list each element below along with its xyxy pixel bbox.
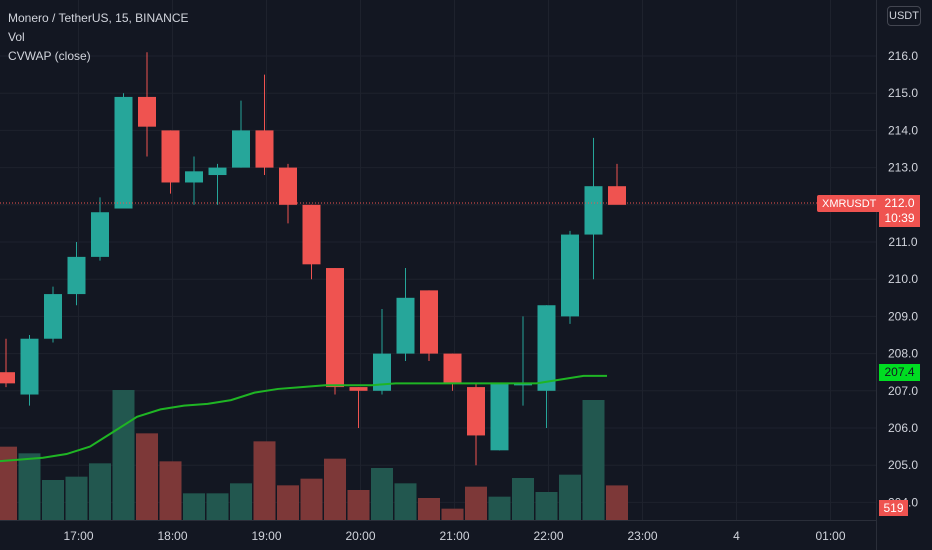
- volume-indicator-label[interactable]: Vol: [8, 30, 25, 44]
- volume-bar: [277, 485, 299, 520]
- candle-body: [326, 268, 344, 388]
- time-tick-label: 21:00: [439, 529, 469, 543]
- candle-body: [373, 353, 391, 391]
- volume-bar: [441, 508, 464, 520]
- volume-bar: [324, 458, 346, 520]
- time-tick-label: 23:00: [627, 529, 657, 543]
- candle-body: [0, 372, 15, 384]
- volume-bar: [488, 496, 511, 520]
- candle-body: [44, 294, 62, 339]
- candlesticks: [0, 52, 626, 466]
- time-tick-label: 20:00: [345, 529, 375, 543]
- price-tick-label: 206.0: [888, 421, 918, 435]
- volume-bar: [159, 461, 182, 520]
- candle-body: [67, 256, 86, 295]
- candle-body: [185, 171, 203, 183]
- last-price-value: 212.0: [884, 196, 915, 210]
- volume-bar: [418, 498, 440, 520]
- time-tick-label: 17:00: [63, 529, 93, 543]
- time-tick-label: 19:00: [251, 529, 281, 543]
- price-tick-label: 205.0: [888, 458, 918, 472]
- price-tick-label: 209.0: [888, 309, 918, 323]
- last-price-label: 212.0 10:39: [879, 195, 920, 227]
- candle-body: [114, 96, 133, 209]
- currency-button[interactable]: USDT: [887, 6, 921, 26]
- price-axis[interactable]: 204.0205.0206.0207.0208.0209.0210.0211.0…: [888, 49, 918, 509]
- time-tick-label: 18:00: [157, 529, 187, 543]
- time-axis[interactable]: 17:00 18:00 19:00 20:00 21:00 22:00 23:00 4 01:0…: [63, 529, 845, 543]
- volume-bar: [512, 478, 534, 520]
- candle-body: [467, 387, 485, 436]
- volume-value-label: 519: [879, 500, 908, 516]
- candle-body: [608, 186, 626, 205]
- price-tick-label: 213.0: [888, 161, 918, 175]
- time-tick-label: 01:00: [815, 529, 845, 543]
- volume-bar: [300, 478, 323, 520]
- volume-bar: [465, 486, 487, 520]
- volume-bar: [371, 468, 393, 520]
- candle-body: [161, 130, 180, 183]
- candle-body: [396, 297, 415, 354]
- countdown-timer: 10:39: [884, 211, 915, 225]
- price-tick-label: 208.0: [888, 347, 918, 361]
- volume-bar: [0, 446, 17, 520]
- candle-body: [302, 204, 321, 265]
- volume-bar: [136, 433, 158, 520]
- candle-body: [208, 167, 227, 176]
- price-tick-label: 207.0: [888, 384, 918, 398]
- volume-bar: [559, 474, 581, 520]
- cvwap-line: [0, 374, 607, 463]
- candle-body: [20, 338, 39, 395]
- symbol-title[interactable]: Monero / TetherUS, 15, BINANCE: [8, 11, 189, 25]
- candle-body: [490, 383, 509, 451]
- candle-body: [349, 387, 368, 391]
- candle-body: [584, 186, 603, 235]
- candle-body: [255, 130, 274, 168]
- volume-bar: [253, 441, 276, 520]
- price-tick-label: 215.0: [888, 86, 918, 100]
- volume-bar: [230, 483, 252, 520]
- volume-bar: [183, 493, 205, 520]
- volume-bar: [42, 480, 64, 520]
- volume-bar: [394, 483, 417, 520]
- volume-bar: [112, 390, 135, 520]
- candle-body: [232, 130, 250, 168]
- cvwap-value-label: 207.4: [879, 364, 920, 381]
- time-tick-label: 4: [733, 529, 740, 543]
- volume-bar: [65, 476, 88, 520]
- cvwap-polyline: [0, 374, 607, 463]
- volume-bar: [89, 463, 111, 520]
- candle-body: [91, 212, 109, 257]
- volume-bar: [535, 492, 558, 520]
- symbol-price-tag: XMRUSDT: [817, 195, 882, 212]
- candle-body: [443, 353, 462, 384]
- candle-body: [138, 96, 156, 127]
- candle-body: [420, 290, 438, 354]
- volume-bars: [0, 390, 628, 520]
- volume-bar: [606, 485, 628, 520]
- cvwap-indicator-label[interactable]: CVWAP (close): [8, 49, 91, 63]
- price-tick-label: 216.0: [888, 49, 918, 63]
- candle-body: [561, 234, 579, 317]
- volume-bar: [206, 493, 229, 520]
- price-tick-label: 211.0: [888, 235, 917, 249]
- candle-body: [279, 167, 297, 205]
- chart-legend: Monero / TetherUS, 15, BINANCE Vol CVWAP…: [8, 9, 189, 66]
- candle-body: [537, 305, 556, 391]
- price-tick-label: 214.0: [888, 123, 918, 137]
- volume-bar: [582, 400, 605, 520]
- time-tick-label: 22:00: [533, 529, 563, 543]
- price-tick-label: 210.0: [888, 272, 918, 286]
- volume-bar: [18, 453, 41, 520]
- volume-bar: [347, 490, 370, 520]
